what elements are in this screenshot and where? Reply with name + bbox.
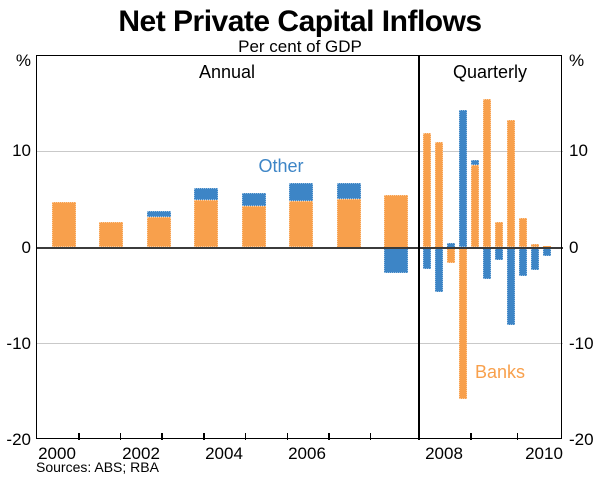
x-tick-0-2 <box>161 433 163 440</box>
x-tick-0-6 <box>328 433 330 440</box>
x-label-2008: 2008 <box>425 444 463 463</box>
zero-line <box>36 246 563 249</box>
y-tick-label-left-0: 0 <box>21 237 31 257</box>
y-tick-label-right--10: -10 <box>569 333 594 353</box>
gridline--10 <box>36 343 563 345</box>
bar-other-2002 <box>146 210 171 217</box>
bar-banks-2001 <box>99 222 124 248</box>
x-tick-1-0 <box>470 433 472 440</box>
series-label-other: Other <box>258 156 304 176</box>
bar-other-2006 <box>336 183 361 200</box>
x-tick-1-1 <box>516 433 519 440</box>
bar-banks-2003 <box>194 200 219 248</box>
plot-frame <box>36 55 562 439</box>
panel-label-annual: Annual <box>198 62 256 82</box>
series-label-banks: Banks <box>474 362 526 382</box>
x-tick-0-4 <box>244 433 247 440</box>
panel-divider <box>418 55 420 440</box>
bar-other-2004 <box>241 192 266 207</box>
x-tick-0-1 <box>119 433 122 440</box>
bar-banks-2005 <box>289 201 314 248</box>
x-label-2010: 2010 <box>525 444 563 463</box>
y-tick-label-left--10: -10 <box>6 333 31 353</box>
x-tick-0-3 <box>203 433 205 440</box>
bar-other-2005 <box>289 183 314 202</box>
x-tick-0-5 <box>286 433 288 440</box>
x-label-2002: 2002 <box>122 444 160 463</box>
bar-banks-2007 <box>384 194 408 248</box>
y-unit-right: % <box>569 51 585 70</box>
panel-label-quarterly: Quarterly <box>452 62 528 82</box>
source-note: Sources: ABS; RBA <box>36 459 159 475</box>
gridline-10 <box>36 150 563 152</box>
x-label-2000: 2000 <box>38 444 76 463</box>
bar-other-2003 <box>194 187 219 201</box>
y-tick-label-right--20: -20 <box>569 430 594 449</box>
chart-title: Net Private Capital Inflows <box>118 5 482 38</box>
x-tick-0-7 <box>369 433 372 440</box>
y-tick-label-right-10: 10 <box>569 141 588 161</box>
y-tick-label-left--20: -20 <box>6 430 31 449</box>
y-unit-left: % <box>15 51 31 70</box>
chart-subtitle: Per cent of GDP <box>238 37 362 56</box>
x-tick-0-0 <box>78 433 80 440</box>
bar-other-2009Q1 <box>471 159 479 165</box>
x-label-2006: 2006 <box>288 444 326 463</box>
y-tick-label-left-10: 10 <box>12 141 31 161</box>
y-tick-label-right-0: 0 <box>569 237 579 257</box>
x-label-2004: 2004 <box>205 444 243 463</box>
